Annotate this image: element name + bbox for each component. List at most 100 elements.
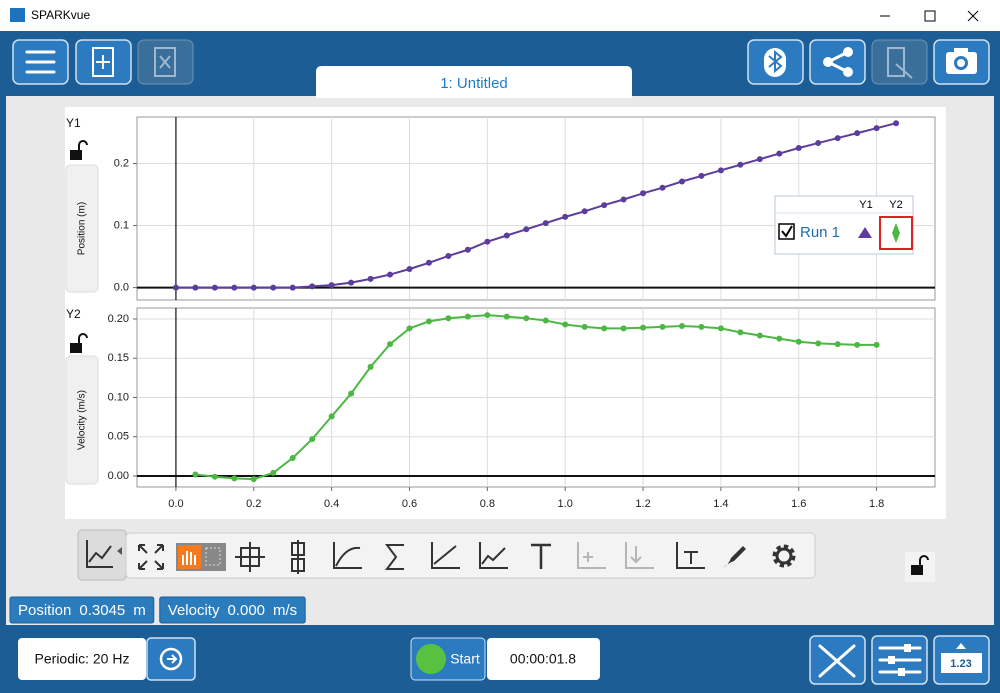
graph-toolbar <box>77 529 935 582</box>
x-tick-label: 1.8 <box>869 498 884 510</box>
data-point <box>737 161 744 168</box>
bluetooth-button[interactable] <box>747 39 804 85</box>
menu-button[interactable] <box>12 39 69 85</box>
lock-shackle <box>78 333 88 343</box>
legend-y1-symbol[interactable] <box>858 227 872 238</box>
data-point <box>484 312 491 319</box>
start-indicator[interactable] <box>416 644 446 674</box>
data-point <box>776 335 783 342</box>
data-point <box>348 390 355 397</box>
delete-page-button[interactable] <box>137 39 194 85</box>
coordinates-button[interactable] <box>235 542 265 572</box>
data-point <box>367 275 374 282</box>
y-axis-name: Y2 <box>66 307 81 321</box>
display-button[interactable]: 1.23 <box>933 635 990 685</box>
data-point <box>659 323 666 330</box>
tools-button[interactable] <box>809 635 866 685</box>
pen-button[interactable] <box>723 546 746 568</box>
sample-rate[interactable]: Periodic: 20 Hz <box>35 651 130 667</box>
data-point <box>523 315 530 322</box>
data-point <box>367 363 374 370</box>
data-point <box>464 246 471 253</box>
data-point <box>815 140 822 147</box>
data-point <box>172 284 179 291</box>
status-bar: Position 0.3045 m Velocity 0.000 m/s <box>9 596 306 624</box>
page-tab-label[interactable]: 1: Untitled <box>440 75 508 92</box>
page-tab[interactable] <box>316 66 632 98</box>
data-line <box>195 314 877 481</box>
snapshot-button[interactable] <box>933 39 990 85</box>
data-point <box>445 252 452 259</box>
data-point <box>795 145 802 152</box>
timer-field <box>487 638 600 680</box>
data-point <box>542 317 549 324</box>
sensor-readout[interactable]: Position 0.3045 m <box>9 596 155 624</box>
data-point <box>289 454 296 461</box>
lock-icon[interactable] <box>70 343 82 353</box>
readout-value: 0.000 <box>227 602 265 619</box>
data-point <box>406 325 413 332</box>
y-axis-label: Position (m) <box>77 202 88 255</box>
graph-type-button[interactable] <box>86 540 113 568</box>
settings-button[interactable] <box>772 544 796 568</box>
remove-y-axis-button <box>625 542 654 569</box>
y-tick-label: 0.15 <box>108 352 129 364</box>
readout-box <box>159 596 306 624</box>
data-point <box>893 120 900 127</box>
data-point <box>776 150 783 157</box>
display-icon-label[interactable]: 1.23 <box>950 658 971 670</box>
sample-rate-field[interactable] <box>18 638 146 680</box>
settings-sliders-button[interactable] <box>871 635 928 685</box>
scale-to-fit-button[interactable] <box>138 544 164 570</box>
maximize-button[interactable] <box>924 10 936 22</box>
y-label-panel[interactable] <box>65 164 99 293</box>
data-point <box>250 284 257 291</box>
data-point <box>211 473 218 480</box>
data-point <box>640 324 647 331</box>
legend-column: Y1 <box>859 199 872 211</box>
area-button[interactable] <box>479 542 508 569</box>
data-point <box>231 284 238 291</box>
data-point <box>717 325 724 332</box>
slope-button[interactable] <box>431 542 460 569</box>
sensor-readout[interactable]: Velocity 0.000 m/s <box>159 596 306 624</box>
delta-button[interactable] <box>291 540 305 574</box>
x-tick-label: 1.6 <box>791 498 806 510</box>
text-annotation-button[interactable] <box>531 543 551 569</box>
lock-icon[interactable] <box>70 150 82 160</box>
y-tick-label: 0.20 <box>108 313 129 325</box>
add-plot-button[interactable] <box>676 542 705 569</box>
annotate-button[interactable] <box>871 39 928 85</box>
y-tick-label: 0.1 <box>114 219 129 231</box>
readout-value: 0.3045 <box>79 602 125 619</box>
x-tick-label: 1.2 <box>635 498 650 510</box>
data-point <box>270 469 277 476</box>
window-title: SPARKvue <box>31 8 90 22</box>
share-button[interactable] <box>809 39 866 85</box>
data-point <box>387 271 394 278</box>
data-point <box>620 325 627 332</box>
start-label[interactable]: Start <box>450 651 480 667</box>
readout-unit: m <box>133 602 146 619</box>
x-tick-label: 0.8 <box>480 498 495 510</box>
new-page-button[interactable] <box>75 39 132 85</box>
readout-label: Velocity <box>168 602 220 619</box>
data-point <box>678 178 685 185</box>
data-point <box>231 475 238 482</box>
data-point <box>562 321 569 328</box>
sampling-options-button[interactable] <box>146 637 196 681</box>
close-button[interactable] <box>967 10 979 22</box>
legend-y2-symbol[interactable] <box>892 223 900 243</box>
curve-fit-button[interactable] <box>333 542 362 569</box>
readout-unit: m/s <box>273 602 297 619</box>
data-point <box>581 323 588 330</box>
data-point <box>328 413 335 420</box>
statistics-button[interactable] <box>385 544 404 570</box>
y-tick-label: 0.05 <box>108 431 129 443</box>
legend-entry[interactable]: Run 1 <box>800 224 840 241</box>
y-tick-label: 0.0 <box>114 281 129 293</box>
legend: Y1 Y2 Run 1 <box>774 195 914 255</box>
y-label-panel[interactable] <box>65 355 99 485</box>
y-axis-name: Y1 <box>66 116 81 130</box>
